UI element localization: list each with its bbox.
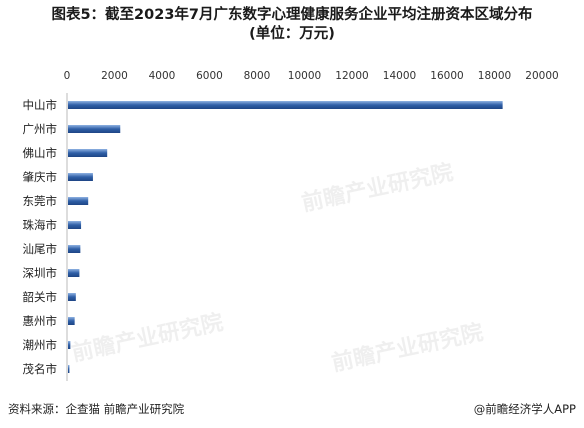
bar xyxy=(68,317,75,325)
source-text: 资料来源：企查猫 前瞻产业研究院 xyxy=(8,402,185,416)
bar xyxy=(68,341,71,349)
x-tick-label: 6000 xyxy=(196,70,223,82)
bar xyxy=(68,197,89,205)
category-label: 肇庆市 xyxy=(23,170,58,184)
x-tick-label: 20000 xyxy=(525,70,558,82)
category-label: 深圳市 xyxy=(23,266,58,280)
bar xyxy=(68,245,81,253)
x-tick-label: 0 xyxy=(64,70,71,82)
bar xyxy=(68,125,121,133)
chart-title-line2: (单位：万元) xyxy=(249,26,335,42)
x-tick-label: 16000 xyxy=(430,70,463,82)
bar xyxy=(68,365,70,373)
category-label: 佛山市 xyxy=(23,146,58,160)
chart-title-line1: 图表5：截至2023年7月广东数字心理健康服务企业平均注册资本区域分布 xyxy=(51,7,533,23)
category-label: 广州市 xyxy=(23,122,58,136)
category-label: 潮州市 xyxy=(23,338,58,352)
x-tick-label: 2000 xyxy=(101,70,128,82)
x-tick-label: 18000 xyxy=(478,70,511,82)
bar xyxy=(68,173,93,181)
bar xyxy=(68,149,108,157)
bar xyxy=(68,293,76,301)
category-label: 韶关市 xyxy=(23,290,58,304)
x-tick-label: 14000 xyxy=(383,70,416,82)
x-tick-label: 8000 xyxy=(244,70,271,82)
bar xyxy=(68,101,503,109)
bar xyxy=(68,221,82,229)
bars xyxy=(68,101,503,373)
x-tick-label: 12000 xyxy=(335,70,368,82)
chart-title: 图表5：截至2023年7月广东数字心理健康服务企业平均注册资本区域分布 (单位：… xyxy=(0,6,584,44)
category-label: 珠海市 xyxy=(23,218,58,232)
bar xyxy=(68,269,80,277)
category-label: 汕尾市 xyxy=(23,242,58,256)
category-label: 茂名市 xyxy=(23,362,58,376)
x-axis-ticks: 0 2000 4000 6000 8000 10000 12000 14000 16000 180… xyxy=(64,70,559,82)
brand-text: @前瞻经济学人APP xyxy=(473,402,576,416)
category-label: 中山市 xyxy=(23,98,58,112)
x-tick-label: 10000 xyxy=(288,70,321,82)
category-label: 惠州市 xyxy=(23,314,58,328)
x-tick-label: 4000 xyxy=(149,70,176,82)
category-label: 东莞市 xyxy=(23,194,58,208)
